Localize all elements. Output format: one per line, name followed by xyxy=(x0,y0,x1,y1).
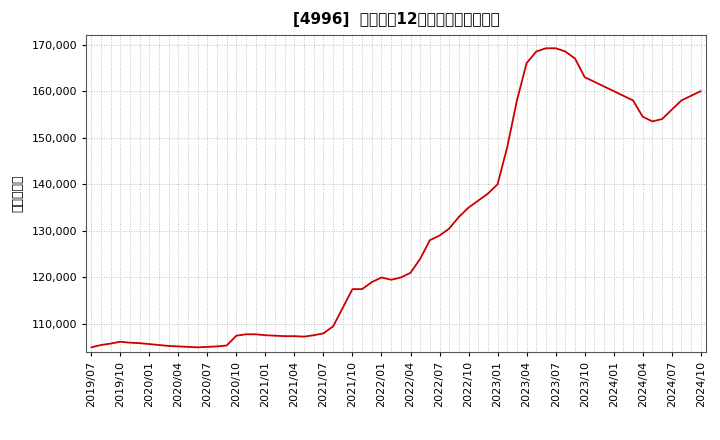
Title: [4996]  売上高の12か月移動合計の推移: [4996] 売上高の12か月移動合計の推移 xyxy=(292,12,500,27)
Y-axis label: （百万円）: （百万円） xyxy=(12,175,24,213)
